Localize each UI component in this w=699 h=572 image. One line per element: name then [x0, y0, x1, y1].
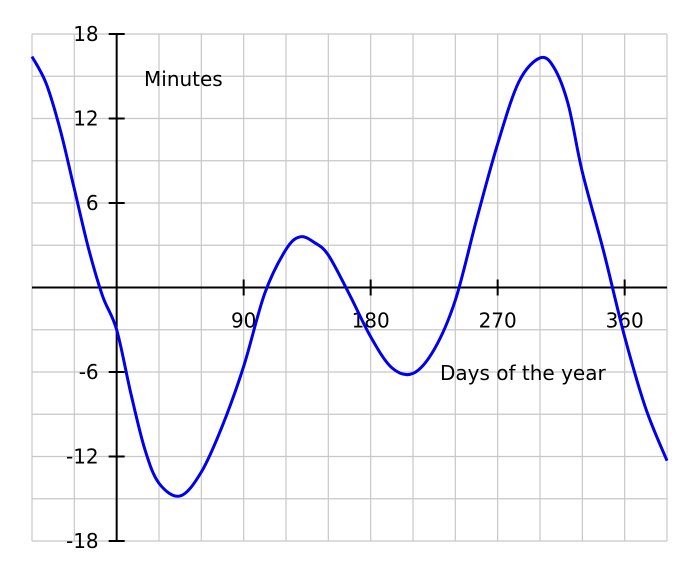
series-line-curve	[30, 55, 669, 498]
y-tick-label: 18	[73, 22, 98, 46]
axes	[32, 34, 667, 541]
x-tick-label: 360	[606, 309, 644, 333]
y-tick-label: -18	[66, 529, 99, 553]
x-axis-label: Days of the year	[440, 361, 606, 385]
y-tick-label: 12	[73, 107, 98, 131]
ticks	[108, 33, 626, 542]
x-tick-label: 90	[231, 309, 256, 333]
y-tick-label: -6	[79, 360, 99, 384]
y-tick-label: 6	[86, 191, 99, 215]
y-tick-label: -12	[66, 445, 99, 469]
y-axis-label: Minutes	[144, 67, 223, 91]
x-tick-label: 270	[479, 309, 517, 333]
